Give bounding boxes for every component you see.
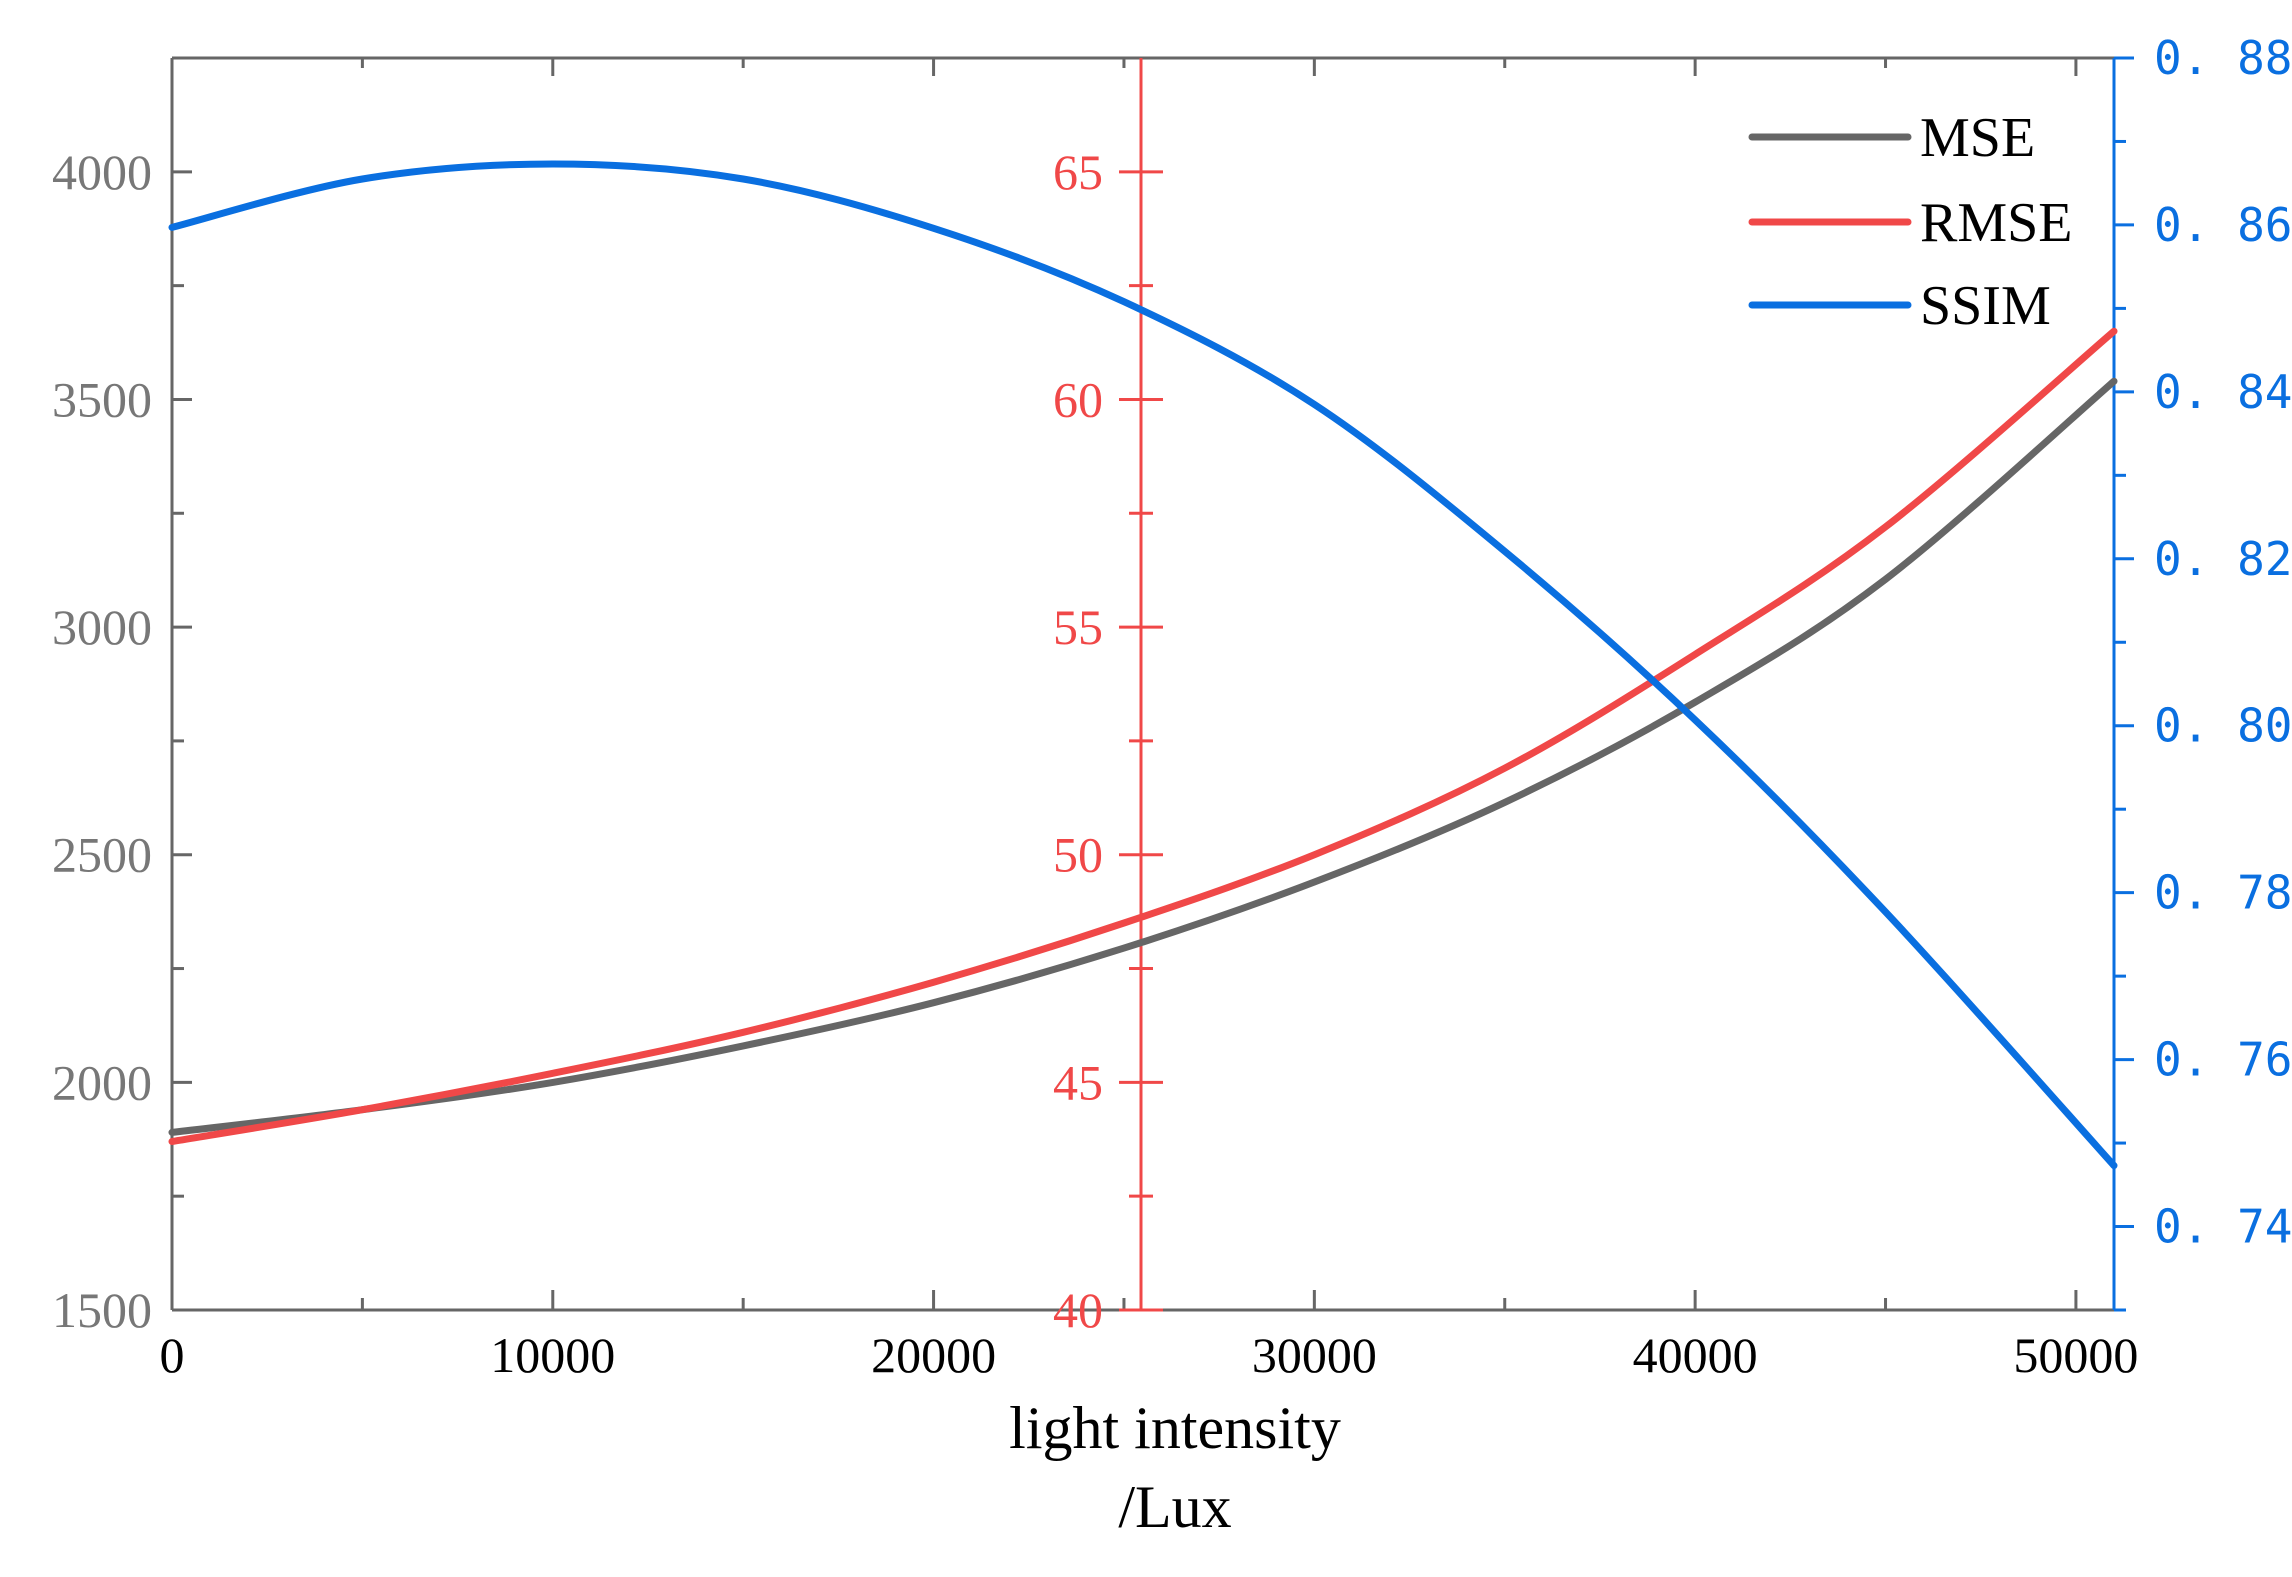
legend-label-rmse: RMSE — [1920, 192, 2073, 254]
left-y-tick-label: 1500 — [52, 1282, 152, 1338]
right-y-tick-label: 0. 80 — [2154, 699, 2292, 753]
middle-y-tick-label: 55 — [1053, 599, 1103, 655]
x-tick-label: 20000 — [871, 1327, 996, 1383]
x-tick-label: 0 — [160, 1327, 185, 1383]
series-line-mse — [168, 377, 2118, 1136]
x-tick-label: 40000 — [1633, 1327, 1758, 1383]
right-y-tick-label: 0. 86 — [2154, 198, 2292, 252]
legend-label-ssim: SSIM — [1920, 275, 2051, 337]
right-y-tick-label: 0. 74 — [2154, 1200, 2292, 1254]
right-y-tick-label: 0. 88 — [2154, 31, 2292, 85]
right-y-tick-label: 0. 84 — [2154, 365, 2292, 419]
legend: MSE RMSE SSIM — [1748, 107, 2073, 337]
middle-y-tick-label: 50 — [1053, 827, 1103, 883]
left-y-tick-label: 4000 — [52, 144, 152, 200]
series-line-rmse — [168, 327, 2118, 1145]
x-tick-label: 30000 — [1252, 1327, 1377, 1383]
legend-label-mse: MSE — [1920, 107, 2035, 169]
left-y-tick-label: 3000 — [52, 599, 152, 655]
series-line-ssim — [168, 160, 2118, 1170]
x-tick-label: 50000 — [2013, 1327, 2138, 1383]
axes-layer: 0 10000 20000 30000 40000 50000 1500 2000 2500 30… — [52, 31, 2292, 1383]
left-y-tick-label: 2000 — [52, 1054, 152, 1110]
right-y-tick-label: 0. 82 — [2154, 532, 2292, 586]
middle-y-tick-label: 40 — [1053, 1282, 1103, 1338]
x-axis-title-line1: light intensity — [1009, 1395, 1341, 1461]
middle-y-tick-label: 45 — [1053, 1054, 1103, 1110]
series-layer — [168, 160, 2118, 1170]
x-axis-title-line2: /Lux — [1118, 1474, 1231, 1540]
right-y-tick-label: 0. 76 — [2154, 1033, 2292, 1087]
middle-y-tick-label: 60 — [1053, 371, 1103, 427]
middle-y-tick-label: 65 — [1053, 144, 1103, 200]
x-tick-label: 10000 — [490, 1327, 615, 1383]
left-y-tick-label: 2500 — [52, 827, 152, 883]
left-y-tick-label: 3500 — [52, 371, 152, 427]
right-y-tick-label: 0. 78 — [2154, 866, 2292, 920]
